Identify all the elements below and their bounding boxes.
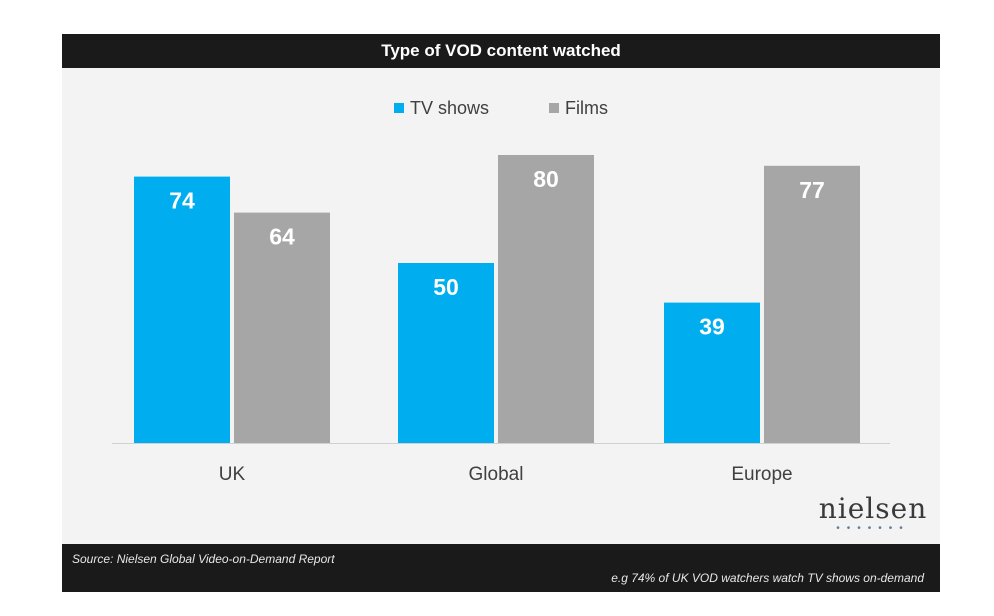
data-label-tv-shows-global: 50 — [433, 274, 459, 300]
footer-source: Source: Nielsen Global Video-on-Demand R… — [72, 552, 335, 566]
logo-text: nielsen — [818, 492, 928, 525]
data-label-tv-shows-europe: 39 — [699, 314, 725, 340]
legend-label-tv-shows: TV shows — [409, 97, 490, 118]
legend-label-films: Films — [565, 97, 609, 118]
footer-note: e.g 74% of UK VOD watchers watch TV show… — [611, 571, 924, 585]
legend-entry-films: Films — [549, 98, 608, 119]
data-label-films-global: 80 — [533, 166, 559, 192]
legend-swatch-tv-shows — [393, 103, 404, 113]
data-label-tv-shows-uk: 74 — [169, 188, 195, 214]
bar-films-uk — [234, 212, 330, 443]
data-label-films-uk: 64 — [269, 224, 295, 250]
nielsen-logo: nielsen ••••••• — [818, 492, 928, 540]
chart-frame: Type of VOD content watched TV shows Fil… — [62, 34, 940, 592]
legend-entry-tv-shows: TV shows — [393, 97, 490, 119]
chart-footer: Source: Nielsen Global Video-on-Demand R… — [62, 544, 940, 592]
logo-dots: ••••••• — [836, 523, 910, 534]
legend-swatch-films — [549, 103, 560, 113]
bar-chart: 74 64 UK 50 80 Global 39 77 Europe — [112, 155, 890, 485]
bar-tv-shows-global — [398, 263, 494, 443]
bar-films-europe — [764, 165, 860, 444]
x-tick-label-global: Global — [469, 464, 524, 485]
chart-title: Type of VOD content watched — [381, 41, 621, 60]
bar-tv-shows-uk — [134, 176, 230, 443]
x-tick-label-uk: UK — [219, 464, 246, 485]
chart-title-bar: Type of VOD content watched — [62, 34, 940, 68]
x-tick-label-europe: Europe — [731, 464, 792, 485]
data-label-films-europe: 77 — [799, 177, 825, 203]
bar-tv-shows-europe — [664, 302, 760, 443]
bar-films-global — [498, 155, 594, 443]
chart-legend: TV shows Films — [62, 96, 940, 120]
